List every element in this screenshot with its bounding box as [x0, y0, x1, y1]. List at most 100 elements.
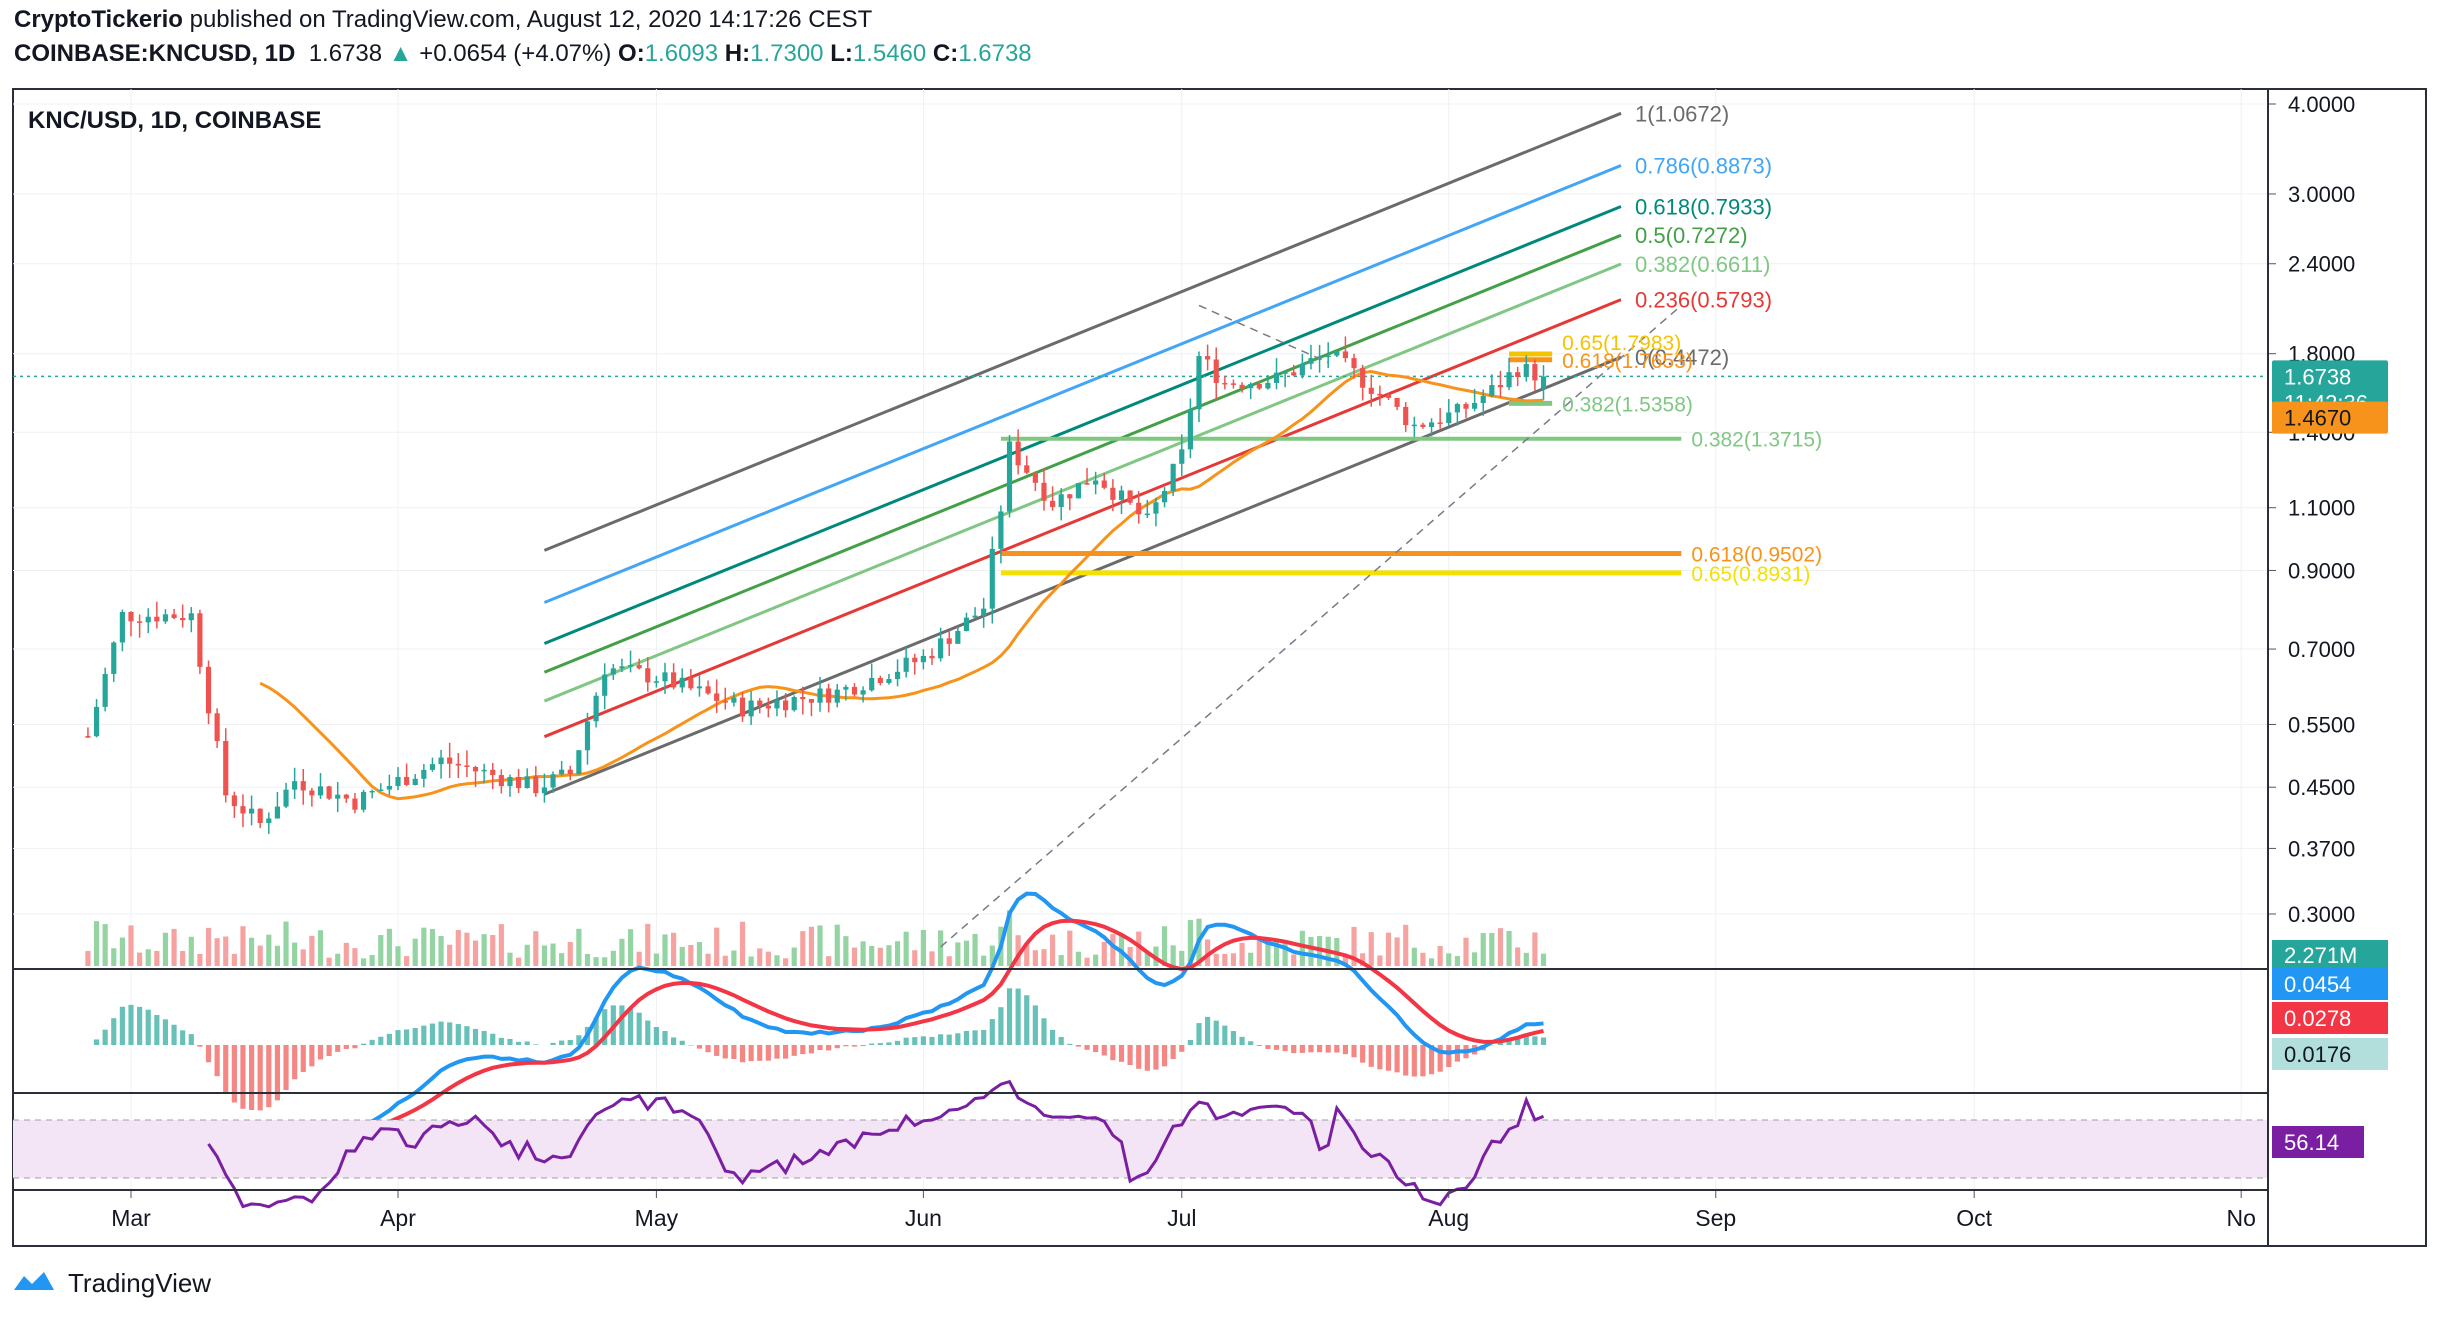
macd-histogram-bar	[765, 1045, 771, 1061]
volume-bar	[1222, 953, 1228, 966]
candle-body	[1015, 441, 1021, 466]
macd-histogram-bar	[731, 1045, 737, 1059]
macd-histogram-bar	[1437, 1045, 1443, 1072]
candle-body	[335, 794, 341, 799]
volume-bar	[421, 927, 427, 966]
volume-bar	[800, 931, 806, 966]
y-tick-label: 4.0000	[2288, 92, 2355, 117]
macd-badge-text: 0.0454	[2284, 972, 2351, 997]
candle-body	[412, 778, 418, 785]
macd-histogram-bar	[946, 1034, 952, 1045]
candle-body	[739, 697, 746, 717]
macd-histogram-bar	[903, 1037, 909, 1045]
rsi-badge-text: 56.14	[2284, 1130, 2339, 1155]
volume-bar	[1377, 955, 1383, 966]
fib-retracement-label: 0.382(1.3715)	[1691, 429, 1822, 452]
candle-body	[834, 689, 840, 703]
candle-body	[1308, 358, 1314, 364]
volume-bar	[205, 927, 212, 966]
volume-bar	[119, 937, 125, 966]
volume-bar	[1472, 952, 1478, 966]
volume-bar	[739, 921, 746, 966]
volume-bar	[1239, 942, 1245, 966]
candle-body	[1265, 382, 1271, 389]
macd-histogram-bar	[128, 1004, 134, 1045]
candle-body	[343, 794, 349, 799]
macd-histogram-bar	[817, 1045, 823, 1051]
candle-body	[602, 674, 608, 696]
candle-body	[197, 613, 203, 667]
macd-histogram-bar	[343, 1045, 349, 1049]
candle-body	[490, 769, 496, 776]
candle-body	[1360, 368, 1366, 388]
candle-body	[1093, 480, 1099, 485]
author-name[interactable]: CryptoTickerio	[14, 6, 183, 33]
x-tick-label: Jun	[905, 1205, 942, 1231]
candle-body	[404, 776, 410, 785]
volume-bar	[507, 952, 513, 966]
macd-badge-text: 0.0278	[2284, 1006, 2351, 1031]
macd-histogram-bar	[326, 1045, 332, 1057]
x-tick-label: No	[2226, 1205, 2255, 1231]
fib-channel-label: 0.618(0.7933)	[1635, 194, 1772, 219]
fib-retracement-label: 0.65(1.7983)	[1562, 332, 1681, 355]
macd-histogram-bar	[197, 1045, 203, 1047]
volume-bar	[102, 924, 108, 966]
volume-bar	[938, 930, 944, 966]
macd-histogram-bar	[1351, 1045, 1357, 1058]
candle-body	[1299, 363, 1305, 376]
macd-histogram-bar	[490, 1033, 496, 1045]
candle-body	[1205, 356, 1211, 360]
volume-bar	[93, 921, 100, 966]
candle-body	[1170, 463, 1176, 491]
macd-histogram-bar	[1153, 1045, 1159, 1070]
candle-body	[498, 775, 504, 787]
candle-body	[1463, 404, 1469, 409]
candle-body	[1437, 422, 1443, 424]
candle-body	[515, 776, 522, 789]
volume-bar	[533, 931, 539, 966]
candle-body	[1196, 356, 1202, 410]
volume-bar	[912, 950, 918, 966]
volume-bar	[1084, 957, 1090, 966]
macd-histogram-bar	[292, 1045, 298, 1080]
candle-body	[464, 765, 470, 767]
candle-body	[662, 672, 668, 682]
candle-body	[300, 781, 306, 791]
macd-histogram-bar	[111, 1018, 117, 1045]
candle-body	[584, 721, 591, 751]
price-change: +0.0654 (+4.07%)	[419, 40, 612, 67]
fib-channel-label: 0.382(0.6611)	[1635, 252, 1770, 277]
volume-bar	[515, 957, 522, 966]
volume-bar	[894, 941, 901, 966]
macd-histogram-bar	[653, 1027, 659, 1045]
macd-histogram-bar	[283, 1045, 289, 1091]
macd-histogram-bar	[1024, 995, 1030, 1045]
volume-bar	[1067, 930, 1073, 966]
macd-histogram-bar	[627, 1007, 634, 1045]
candle-body	[472, 766, 479, 772]
macd-histogram-bar	[223, 1045, 229, 1092]
rsi-band	[13, 1120, 2268, 1178]
last-price: 1.6738	[308, 40, 383, 67]
tradingview-logo[interactable]: TradingView	[14, 1268, 211, 1298]
macd-histogram-bar	[550, 1042, 556, 1045]
volume-bar	[757, 948, 763, 966]
macd-histogram-bar	[464, 1026, 470, 1045]
volume-badge	[2272, 940, 2388, 970]
macd-histogram-bar	[102, 1029, 108, 1045]
candle-body	[102, 673, 108, 707]
volume-bar	[1032, 950, 1038, 966]
candle-body	[214, 713, 220, 742]
macd-histogram-bar	[1093, 1045, 1099, 1053]
fib-channel-line	[543, 262, 1622, 703]
volume-bar	[1248, 952, 1254, 966]
volume-bar	[851, 947, 858, 966]
macd-histogram-bar	[1230, 1031, 1237, 1045]
candle-body	[1506, 372, 1512, 388]
volume-bar	[1385, 932, 1392, 966]
volume-bar	[292, 942, 298, 966]
volume-bar	[989, 945, 995, 966]
fib-channel-line	[543, 111, 1622, 552]
